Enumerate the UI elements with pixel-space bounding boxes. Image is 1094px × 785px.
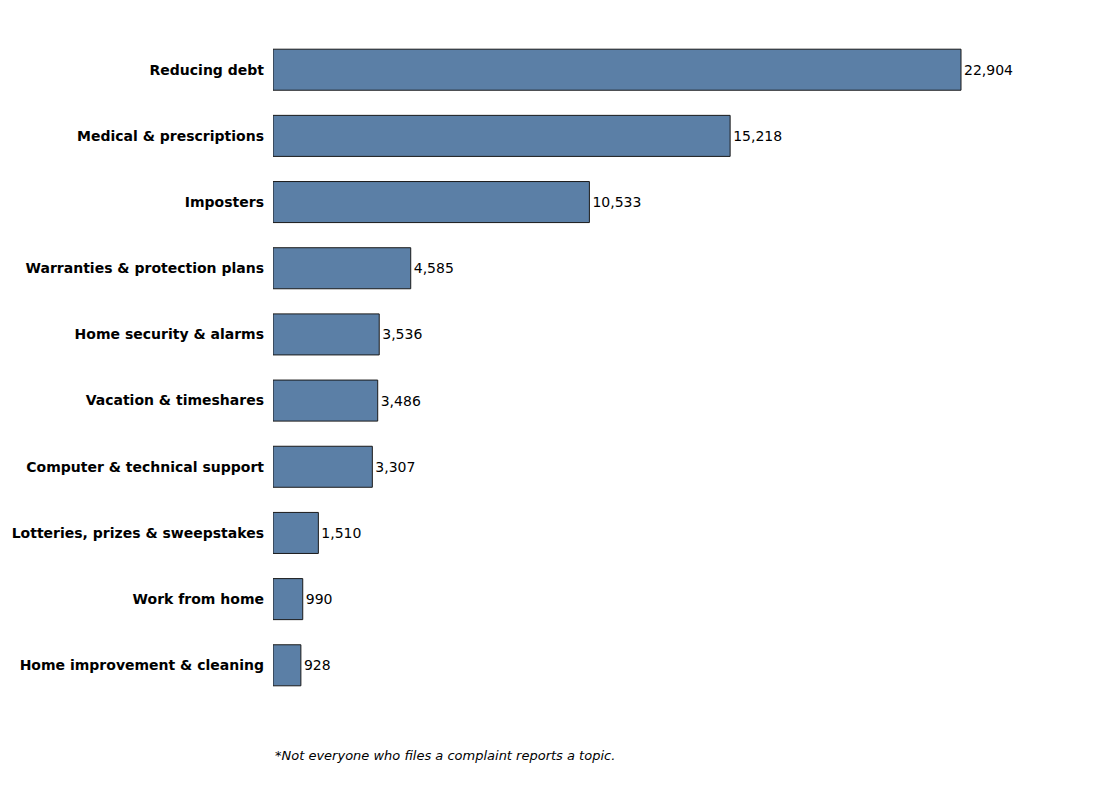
svg-text:3,486: 3,486	[381, 393, 421, 409]
svg-text:3,536: 3,536	[382, 326, 422, 342]
svg-text:1,510: 1,510	[321, 525, 361, 541]
svg-text:4,585: 4,585	[414, 260, 454, 276]
svg-text:Warranties & protection plans: Warranties & protection plans	[26, 260, 264, 276]
svg-text:Lotteries, prizes & sweepstake: Lotteries, prizes & sweepstakes	[12, 525, 264, 541]
svg-text:15,218: 15,218	[733, 128, 782, 144]
svg-text:Imposters: Imposters	[185, 194, 264, 210]
svg-text:*Not everyone who files a comp: *Not everyone who files a complaint repo…	[275, 748, 615, 763]
svg-text:22,904: 22,904	[964, 62, 1013, 78]
svg-text:Home security & alarms: Home security & alarms	[75, 326, 264, 342]
svg-text:Reducing debt: Reducing debt	[150, 62, 265, 78]
svg-text:Home improvement & cleaning: Home improvement & cleaning	[20, 657, 264, 673]
svg-text:3,307: 3,307	[375, 459, 415, 475]
svg-text:Vacation & timeshares: Vacation & timeshares	[86, 392, 264, 408]
svg-text:928: 928	[304, 657, 331, 673]
svg-text:Work from home: Work from home	[133, 591, 264, 607]
svg-text:Medical & prescriptions: Medical & prescriptions	[77, 128, 264, 144]
svg-text:990: 990	[306, 591, 333, 607]
svg-text:10,533: 10,533	[592, 194, 641, 210]
svg-text:Computer & technical support: Computer & technical support	[26, 459, 264, 475]
